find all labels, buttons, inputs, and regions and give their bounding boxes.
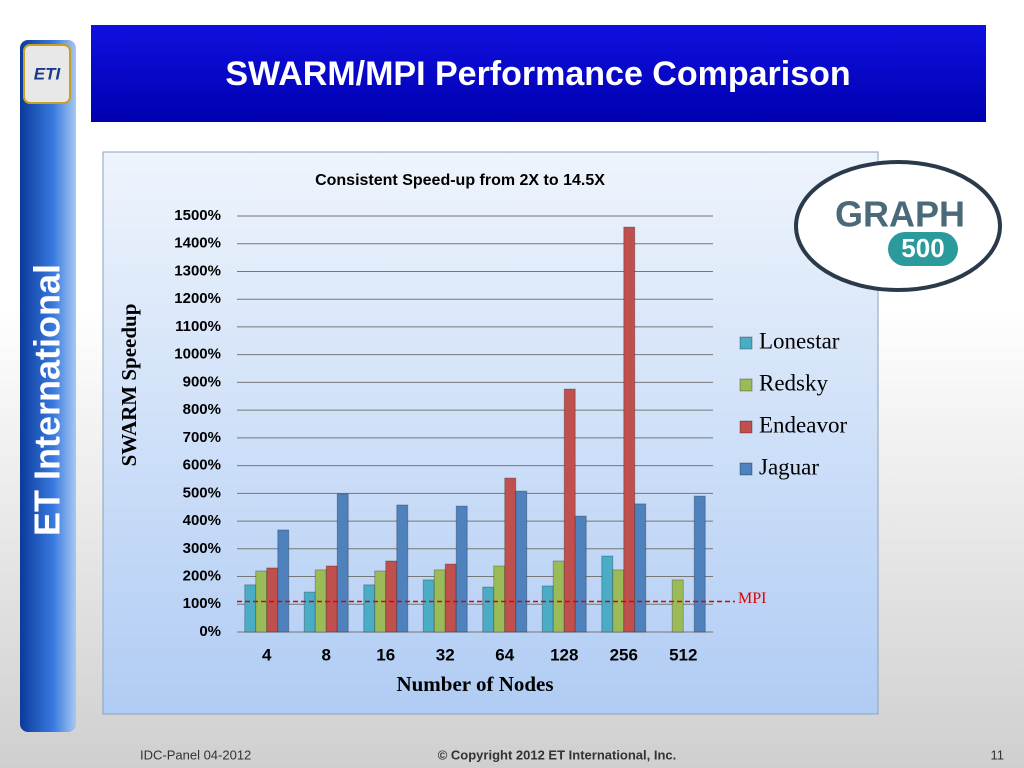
sidebar-text: ET International (27, 264, 68, 536)
bar (563, 388, 576, 633)
y-tick-label: 0% (199, 623, 221, 640)
y-tick-label: 900% (183, 373, 221, 390)
bar (266, 567, 279, 633)
legend-label: Jaguar (759, 454, 819, 479)
y-tick-label: 100% (183, 595, 221, 612)
y-tick-label: 1200% (174, 290, 221, 307)
y-tick-label: 800% (183, 401, 221, 418)
bar (693, 495, 706, 633)
footer-center: © Copyright 2012 ET International, Inc. (438, 747, 677, 762)
bar (623, 226, 636, 633)
graph500-number: 500 (901, 233, 944, 263)
x-tick-label: 4 (262, 645, 272, 664)
eti-logo: ETI (34, 64, 62, 83)
y-tick-label: 600% (183, 457, 221, 474)
y-tick-label: 300% (183, 540, 221, 557)
graph500-word: GRAPH (835, 194, 965, 235)
x-tick-label: 128 (550, 645, 578, 664)
page-number: 11 (991, 747, 1005, 762)
y-tick-label: 1500% (174, 207, 221, 224)
bar (541, 585, 554, 633)
x-tick-label: 256 (610, 645, 638, 664)
y-tick-label: 200% (183, 568, 221, 585)
x-tick-label: 64 (495, 645, 514, 664)
y-axis-title: SWARM Speedup (117, 304, 141, 467)
y-tick-label: 700% (183, 429, 221, 446)
legend-swatch (739, 378, 753, 392)
bar (385, 560, 398, 633)
bar (336, 493, 349, 633)
legend-swatch (739, 462, 753, 476)
bar (671, 579, 684, 633)
y-tick-label: 1100% (175, 318, 221, 335)
y-tick-label: 1300% (174, 262, 221, 279)
slide-title: SWARM/MPI Performance Comparison (225, 55, 850, 93)
x-tick-label: 512 (669, 645, 697, 664)
chart-title: Consistent Speed-up from 2X to 14.5X (315, 172, 605, 189)
footer-left: IDC-Panel 04-2012 (140, 747, 251, 762)
bar (552, 560, 565, 633)
bar (363, 584, 376, 633)
y-tick-label: 500% (183, 484, 221, 501)
bar (634, 503, 647, 633)
bar (482, 586, 495, 633)
bar (601, 555, 614, 633)
x-tick-label: 8 (322, 645, 331, 664)
bar (574, 515, 587, 633)
reference-label: MPI (738, 590, 766, 607)
bar (444, 563, 457, 633)
x-tick-label: 32 (436, 645, 455, 664)
bar (303, 591, 316, 633)
graph500-pill (888, 232, 958, 266)
y-tick-label: 1000% (174, 346, 221, 363)
legend-swatch (739, 420, 753, 434)
x-axis-title: Number of Nodes (396, 672, 553, 696)
bar (455, 505, 468, 633)
bar (493, 565, 506, 633)
y-tick-label: 1400% (174, 235, 221, 252)
bar (244, 584, 257, 633)
bar (325, 565, 338, 633)
bar (422, 579, 435, 633)
bar (515, 490, 528, 633)
eti-logo-box (23, 44, 71, 104)
bar (396, 504, 409, 633)
bar (504, 477, 517, 633)
legend-swatch (739, 336, 753, 350)
legend-label: Endeavor (759, 412, 847, 437)
legend-label: Redsky (759, 370, 829, 395)
bar (277, 529, 290, 633)
legend-label: Lonestar (759, 328, 840, 353)
title-box (91, 25, 986, 122)
x-tick-label: 16 (376, 645, 395, 664)
sidebar (20, 40, 76, 732)
y-tick-label: 400% (183, 512, 221, 529)
